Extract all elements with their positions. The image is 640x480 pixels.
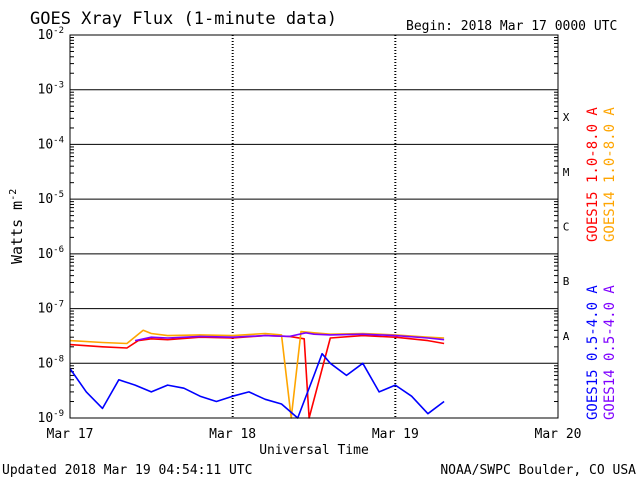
series-line [69,334,445,419]
grid-lines [70,35,558,418]
y-tick-label: 10-4 [38,135,65,152]
legend-entry: GOES15 0.5-4.0 A [585,285,601,420]
legend-entry: GOES15 1.0-8.0 A [585,107,601,242]
y-axis-label-text: Watts m [8,201,26,264]
y-tick-label: 10-6 [38,245,65,262]
plot-frame [69,34,559,419]
x-tick-label: Mar 19 [372,427,419,442]
y-tick-label: 10-9 [38,409,65,426]
begin-label: Begin: 2018 Mar 17 0000 UTC [406,19,617,34]
y-tick-exponent: -9 [53,409,64,419]
flare-class-label: A [563,330,570,343]
y-tick-labels: 10-910-810-710-610-510-410-310-2 [38,26,65,426]
flare-class-label: C [563,221,570,234]
y-tick-exponent: -8 [53,354,64,364]
series-lines [69,329,445,419]
x-tick-label: Mar 18 [209,427,256,442]
y-tick-base: 10 [38,411,54,426]
y-tick-exponent: -7 [53,300,64,310]
y-tick-base: 10 [38,28,54,43]
y-tick-label: 10-8 [38,354,65,371]
y-tick-base: 10 [38,247,54,262]
x-axis-label: Universal Time [259,443,369,458]
y-tick-label: 10-3 [38,81,65,98]
y-axis-label-exponent: -2 [8,189,19,201]
y-tick-base: 10 [38,137,54,152]
y-tick-base: 10 [38,356,54,371]
y-tick-exponent: -2 [53,26,64,36]
flare-class-labels: A B C M X [563,111,570,343]
y-tick-exponent: -5 [53,190,64,200]
y-tick-label: 10-7 [38,300,65,317]
data-source: NOAA/SWPC Boulder, CO USA [440,463,636,478]
x-tick-labels: Mar 17 Mar 18 Mar 19 Mar 20 [47,427,582,442]
series-line [69,352,445,419]
flare-class-label: M [563,166,570,179]
chart-title: GOES Xray Flux (1-minute data) [30,9,337,29]
y-tick-label: 10-5 [38,190,65,207]
updated-timestamp: Updated 2018 Mar 19 04:54:11 UTC [2,463,252,478]
legend-entry: GOES14 0.5-4.0 A [602,285,618,420]
flare-class-label: X [563,111,570,124]
y-tick-exponent: -4 [53,135,64,145]
legend-entry: GOES14 1.0-8.0 A [602,107,618,242]
series-line [69,329,445,419]
y-axis-label: Watts m-2 [8,189,26,264]
x-tick-label: Mar 20 [535,427,582,442]
series-line [134,331,445,342]
flare-class-label: B [563,275,570,288]
y-tick-base: 10 [38,83,54,98]
y-tick-label: 10-2 [38,26,65,43]
y-tick-exponent: -3 [53,81,64,91]
legend: GOES15 1.0-8.0 A GOES14 1.0-8.0 A GOES15 0… [585,107,618,420]
y-tick-base: 10 [38,192,54,207]
y-tick-exponent: -6 [53,245,64,255]
y-tick-base: 10 [38,302,54,317]
x-tick-label: Mar 17 [47,427,94,442]
